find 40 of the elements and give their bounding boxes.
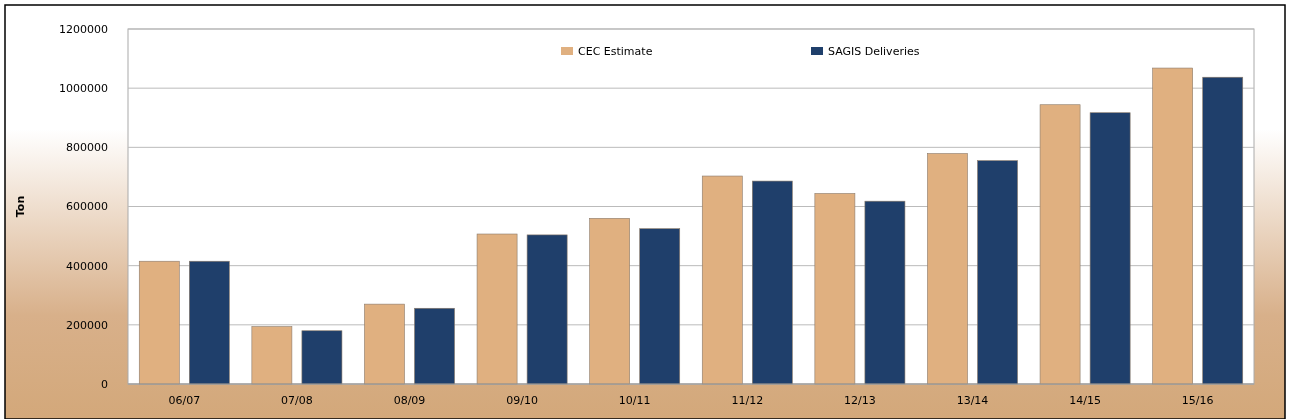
bar bbox=[251, 326, 293, 385]
bar bbox=[752, 180, 793, 385]
y-tick-label: 400000 bbox=[66, 259, 108, 273]
x-tick-label: 08/09 bbox=[393, 393, 426, 407]
x-tick-label: 07/08 bbox=[281, 393, 313, 407]
bar bbox=[927, 153, 968, 385]
bar bbox=[589, 218, 630, 385]
bar bbox=[864, 200, 906, 385]
legend-label: CEC Estimate bbox=[578, 44, 653, 58]
y-axis-title: Ton bbox=[14, 195, 27, 218]
bar bbox=[301, 330, 343, 385]
y-tick-label: 600000 bbox=[66, 200, 108, 214]
x-tick-label: 10/11 bbox=[618, 393, 651, 407]
bar bbox=[414, 307, 455, 385]
y-tick-label: 0 bbox=[101, 377, 108, 391]
y-tick-label: 1000000 bbox=[59, 82, 108, 96]
y-tick-label: 200000 bbox=[66, 318, 108, 332]
x-tick-label: 15/16 bbox=[1181, 393, 1214, 407]
bar bbox=[138, 260, 180, 385]
bar bbox=[1152, 67, 1193, 385]
y-tick-label: 1200000 bbox=[59, 22, 108, 36]
bar bbox=[1039, 104, 1081, 385]
x-tick-label: 12/13 bbox=[844, 393, 876, 407]
bar bbox=[1089, 112, 1131, 385]
bar bbox=[189, 260, 230, 385]
legend-label: SAGIS Deliveries bbox=[828, 44, 920, 58]
bar bbox=[701, 175, 743, 385]
x-tick-label: 09/10 bbox=[506, 393, 538, 407]
x-tick-label: 11/12 bbox=[731, 393, 764, 407]
bar bbox=[476, 233, 518, 385]
x-tick-label: 13/14 bbox=[956, 393, 989, 407]
bar bbox=[814, 193, 856, 385]
y-tick-label: 800000 bbox=[66, 141, 108, 155]
bar bbox=[1202, 76, 1244, 385]
x-tick-label: 06/07 bbox=[168, 393, 201, 407]
bar bbox=[364, 303, 405, 385]
x-tick-label: 14/15 bbox=[1069, 393, 1101, 407]
bar bbox=[526, 234, 568, 385]
bar bbox=[639, 228, 681, 385]
bar bbox=[977, 160, 1018, 385]
